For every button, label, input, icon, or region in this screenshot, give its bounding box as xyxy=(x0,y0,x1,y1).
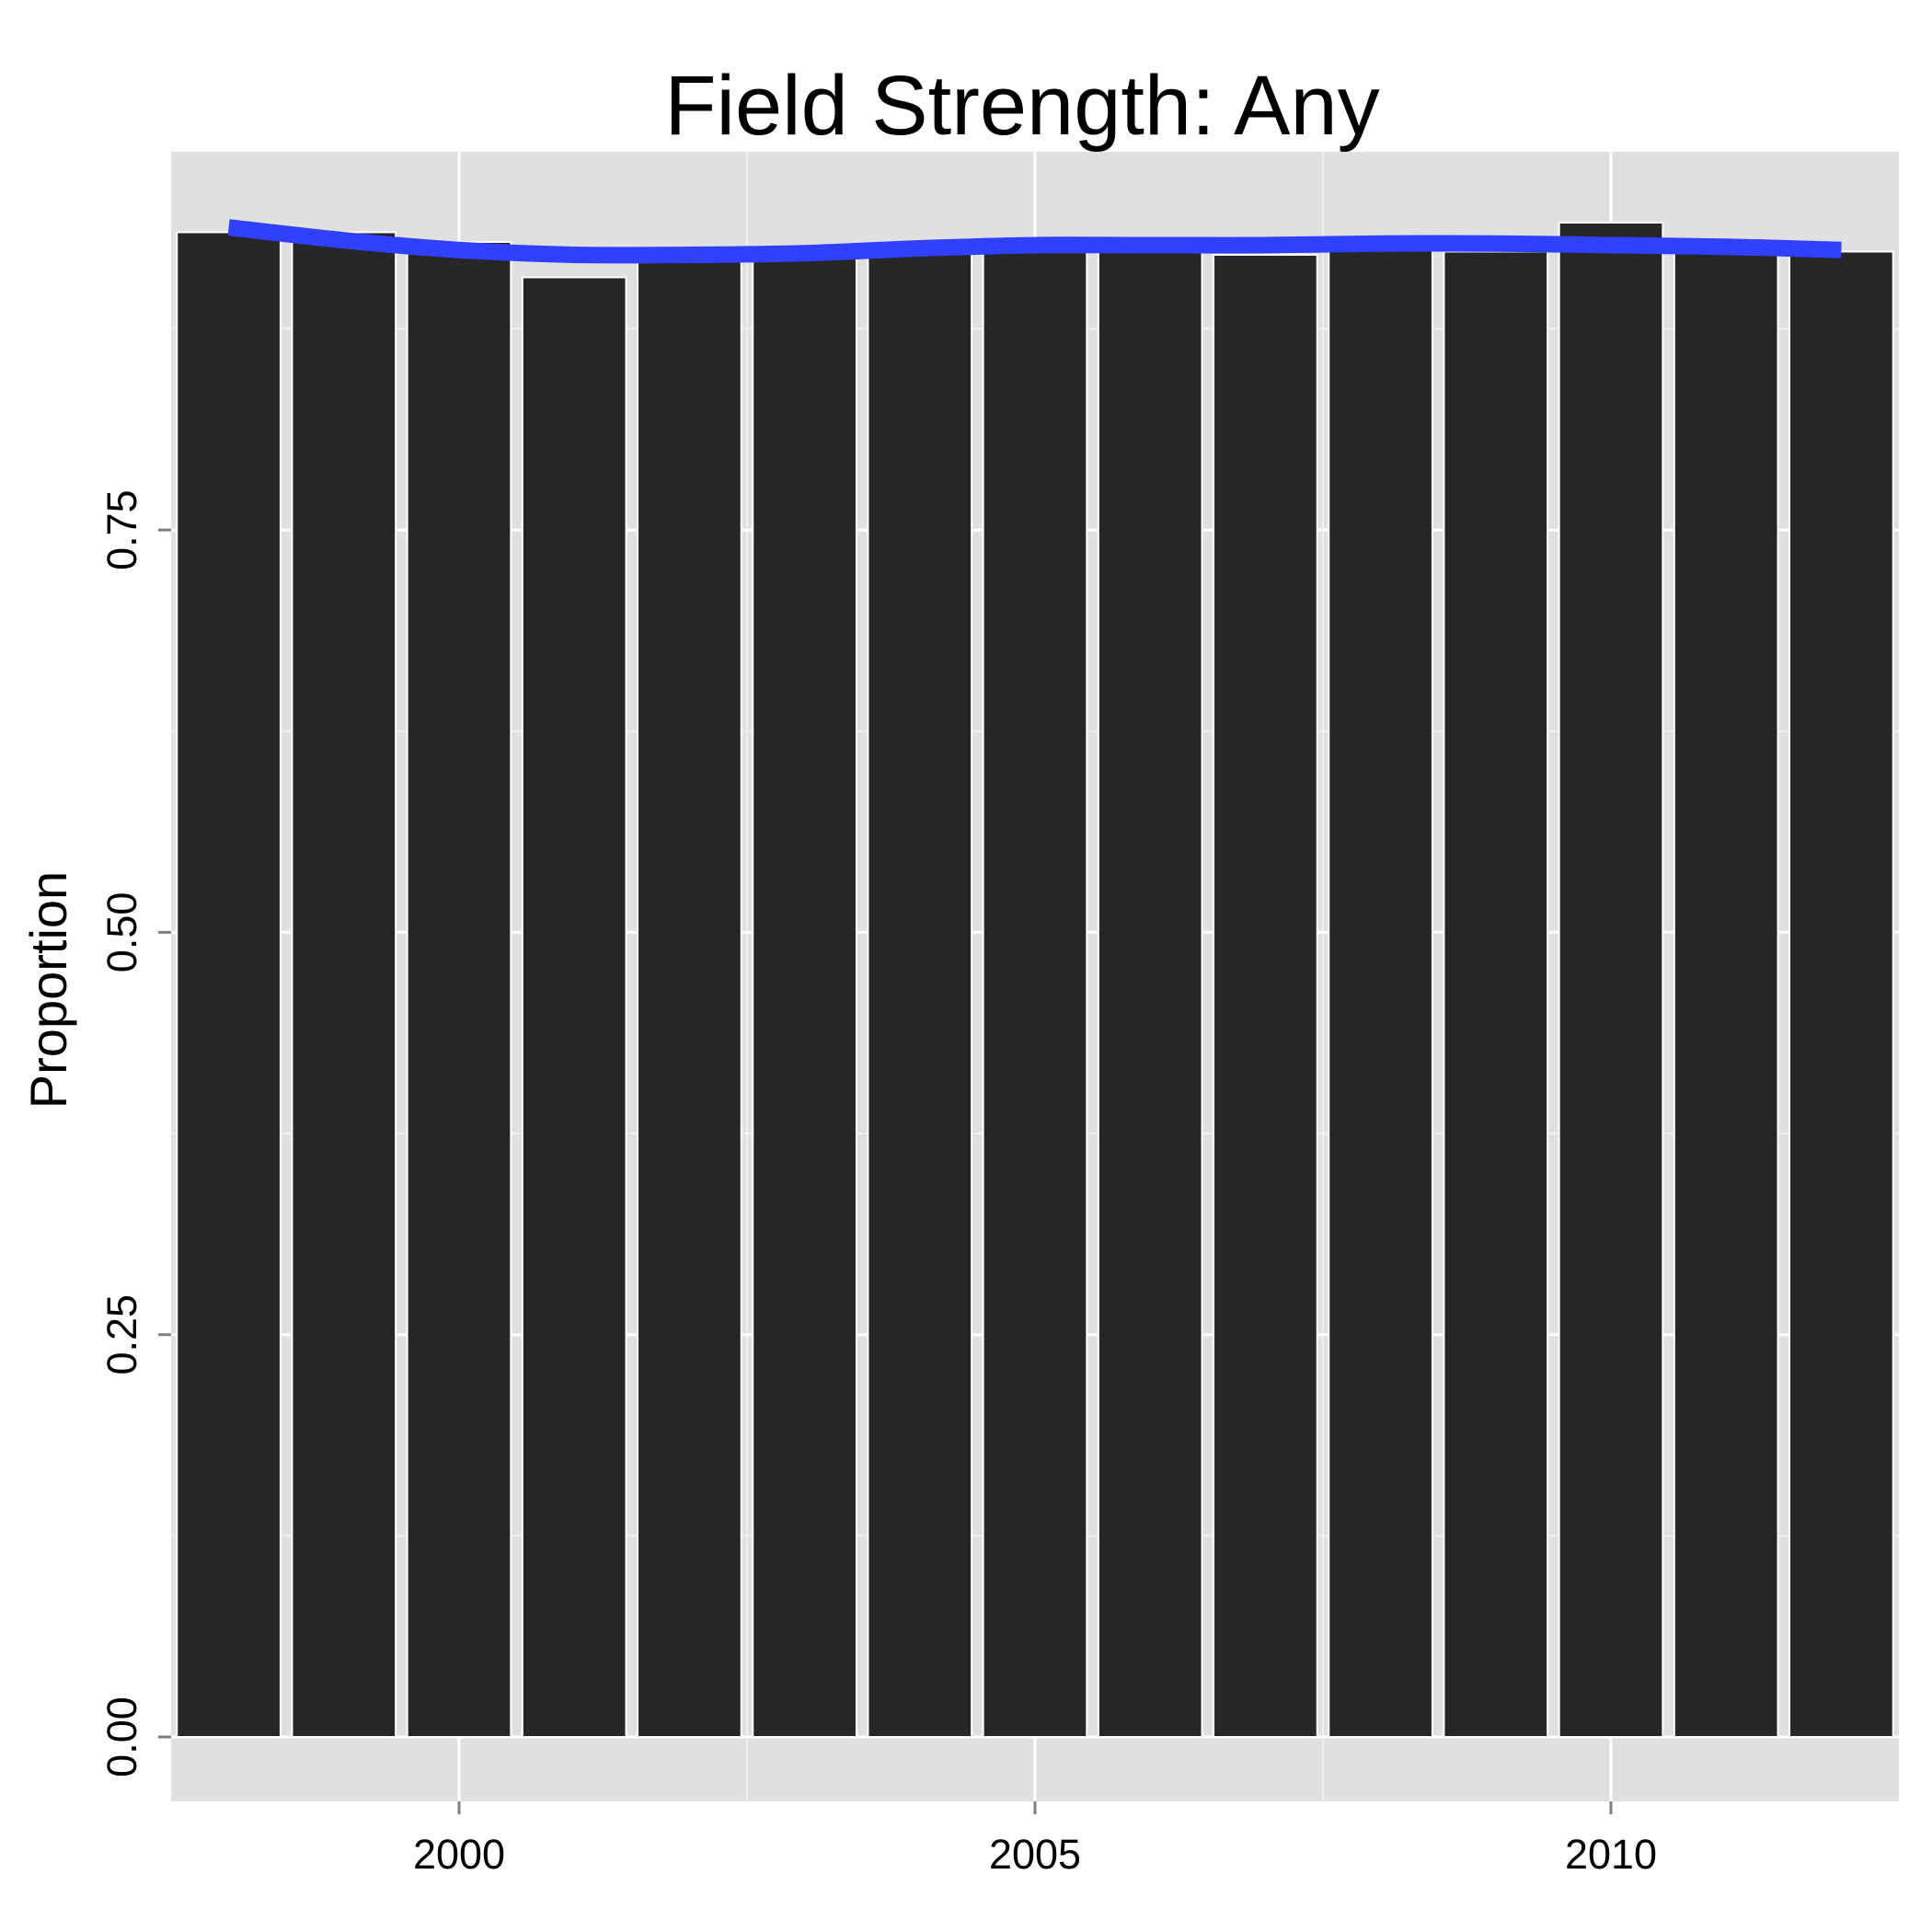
bar-2004 xyxy=(867,250,973,1739)
y-axis-ticks: 0.00 0.25 0.50 0.75 xyxy=(98,489,171,1777)
x-axis-ticks: 2000 2005 2010 xyxy=(413,1801,1657,1878)
y-tick-label: 0.75 xyxy=(98,489,145,570)
y-axis-label: Proportion xyxy=(19,871,77,1109)
smooth-line xyxy=(227,219,1842,264)
bar-2003 xyxy=(752,252,857,1739)
bar-2006 xyxy=(1097,248,1203,1739)
bar-2001 xyxy=(521,276,627,1739)
y-tick-label: 0.25 xyxy=(98,1294,145,1375)
bar-2000 xyxy=(406,240,512,1739)
smooth-trend-line xyxy=(227,219,1842,264)
bar-2005 xyxy=(982,244,1088,1739)
x-tick-label: 2010 xyxy=(1565,1831,1657,1878)
bar-2011 xyxy=(1673,246,1779,1739)
bar-2008 xyxy=(1328,246,1433,1739)
bar-1999 xyxy=(291,231,397,1739)
bar-2002 xyxy=(637,255,742,1739)
bars xyxy=(176,221,1894,1739)
x-tick-label: 2000 xyxy=(413,1831,505,1878)
y-tick-label: 0.50 xyxy=(98,892,145,973)
bar-2007 xyxy=(1213,253,1318,1739)
bar-2010 xyxy=(1558,221,1664,1739)
chart-title: Field Strength: Any xyxy=(664,59,1379,153)
bar-2012 xyxy=(1788,250,1894,1739)
x-tick-label: 2005 xyxy=(989,1831,1081,1878)
bar-2009 xyxy=(1443,250,1549,1739)
y-tick-label: 0.00 xyxy=(98,1696,145,1777)
bar-1998 xyxy=(176,231,282,1739)
